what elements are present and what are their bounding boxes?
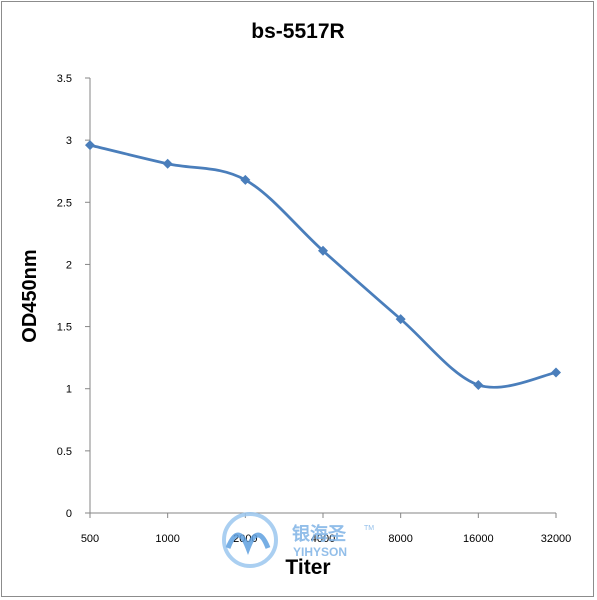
x-tick-label: 32000 (541, 533, 572, 545)
data-point-marker (318, 245, 328, 256)
y-tick-label: 0.5 (57, 446, 72, 458)
series-line (89, 143, 557, 389)
x-axis-label: Titer (285, 556, 330, 579)
data-point-marker (85, 140, 95, 151)
watermark-wave-icon (225, 532, 271, 555)
x-tick-label: 500 (81, 533, 99, 545)
x-tick-label: 4000 (311, 533, 335, 545)
watermark-logo: 银海圣 TM YIHYSON (222, 512, 374, 568)
y-axis-label: OD450nm (19, 249, 41, 342)
x-tick-label: 16000 (463, 533, 494, 545)
y-tick-label: 1 (66, 384, 72, 396)
x-tick-label: 1000 (155, 533, 179, 545)
watermark-tm: TM (364, 525, 374, 532)
chart-title: bs-5517R (251, 20, 344, 43)
y-tick-label: 0 (66, 508, 72, 520)
data-point-marker (473, 379, 484, 390)
x-tick-label: 8000 (388, 533, 412, 545)
series-group (85, 140, 561, 390)
data-point-marker (162, 158, 173, 169)
y-tick-label: 1.5 (57, 322, 72, 334)
data-point-marker (395, 314, 406, 325)
data-point-marker (240, 174, 251, 185)
watermark-text-cn: 银海圣 (292, 523, 347, 545)
axes (85, 77, 557, 518)
watermark-emblem-icon (222, 512, 278, 568)
watermark-text-en: YIHYSON (293, 545, 347, 559)
y-tick-label: 2 (66, 259, 72, 271)
y-tick-label: 3.5 (57, 73, 72, 85)
y-tick-label: 2.5 (57, 197, 72, 209)
y-tick-label: 3 (66, 135, 72, 147)
y-tick-labels: 0 0.5 1 1.5 2 2.5 3 3.5 (57, 73, 72, 520)
data-point-marker (551, 367, 561, 378)
